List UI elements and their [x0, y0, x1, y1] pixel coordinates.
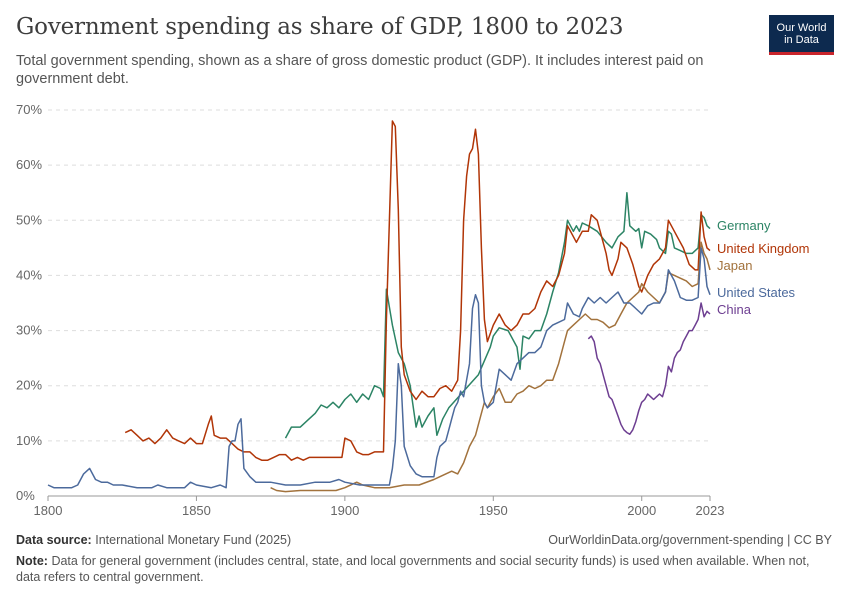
axis-ticks: 0% 10% 20% 30% 40% 50% 60% 70% 1800 1850 1900 1950 2…	[16, 102, 724, 518]
series-label-germany[interactable]: Germany	[717, 218, 771, 233]
logo-line-2: in Data	[784, 33, 819, 46]
y-tick-label: 20%	[16, 378, 42, 393]
x-tick-label: 1900	[330, 503, 359, 518]
note-label: Note:	[16, 554, 48, 568]
y-tick-label: 70%	[16, 102, 42, 117]
x-tick-label: 1950	[479, 503, 508, 518]
series-label-united-states[interactable]: United States	[717, 285, 796, 300]
series-label-china[interactable]: China	[717, 302, 752, 317]
y-tick-label: 50%	[16, 212, 42, 227]
series-line-china[interactable]	[587, 302, 711, 435]
logo-line-1: Our World	[776, 21, 827, 34]
chart-subtitle: Total government spending, shown as a sh…	[16, 53, 704, 87]
source-url-link[interactable]: OurWorldinData.org/government-spending |…	[548, 533, 832, 547]
x-tick-label: 2023	[696, 503, 725, 518]
y-tick-label: 0%	[16, 488, 35, 503]
series-labels: Germany United Kingdom Japan United States C…	[717, 218, 810, 317]
series-line-germany[interactable]	[284, 191, 711, 439]
owid-logo[interactable]: Our World in Data	[769, 15, 834, 55]
gridlines	[48, 109, 710, 497]
note-text: Data for general government (includes ce…	[16, 554, 810, 584]
series-lines	[47, 120, 711, 493]
chart-title: Government spending as share of GDP, 180…	[16, 14, 624, 40]
series-line-united-states[interactable]	[47, 247, 711, 489]
series-line-united-kingdom[interactable]	[124, 120, 711, 461]
y-tick-label: 30%	[16, 323, 42, 338]
series-label-united-kingdom[interactable]: United Kingdom	[717, 241, 810, 256]
x-tick-label: 1800	[34, 503, 63, 518]
x-tick-label: 1850	[182, 503, 211, 518]
x-tick-label: 2000	[627, 503, 656, 518]
series-label-japan[interactable]: Japan	[717, 258, 752, 273]
y-tick-label: 10%	[16, 433, 42, 448]
source-label: Data source:	[16, 533, 92, 547]
chart-note: Note: Data for general government (inclu…	[16, 553, 816, 585]
series-line-japan[interactable]	[270, 241, 711, 493]
y-tick-label: 60%	[16, 157, 42, 172]
data-source: Data source: International Monetary Fund…	[16, 533, 291, 547]
y-tick-label: 40%	[16, 267, 42, 282]
source-text: International Monetary Fund (2025)	[95, 533, 292, 547]
